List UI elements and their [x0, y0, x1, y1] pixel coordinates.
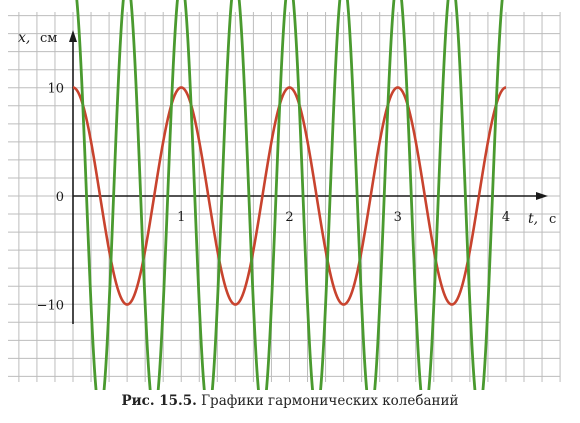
x-tick-label: 4	[502, 210, 510, 225]
figure-caption: Рис. 15.5. Графики гармонических колебан…	[0, 393, 580, 409]
harmonic-oscillation-chart: 20100−10−201234x,смt,с	[8, 0, 561, 390]
x-tick-label: 3	[394, 210, 402, 225]
x-axis-label: t,	[528, 211, 538, 227]
caption-text: Графики гармонических колебаний	[201, 393, 459, 409]
axes	[69, 30, 548, 324]
y-axis-arrow-icon	[69, 30, 77, 42]
y-tick-label: 0	[56, 190, 64, 205]
series-layer	[71, 0, 508, 390]
tick-labels: 20100−10−201234x,смt,с	[18, 30, 556, 314]
series-line-red	[71, 86, 508, 306]
x-axis-arrow-icon	[536, 192, 548, 200]
caption-label: Рис. 15.5.	[121, 393, 197, 409]
x-tick-label: 1	[177, 210, 185, 225]
y-axis-label: x,	[18, 30, 30, 46]
x-axis-unit: с	[549, 212, 556, 227]
y-tick-label: 10	[47, 82, 64, 97]
x-tick-label: 2	[285, 210, 293, 225]
y-axis-unit: см	[40, 31, 57, 46]
series-line-green	[75, 0, 504, 390]
y-tick-label: −10	[37, 299, 64, 314]
